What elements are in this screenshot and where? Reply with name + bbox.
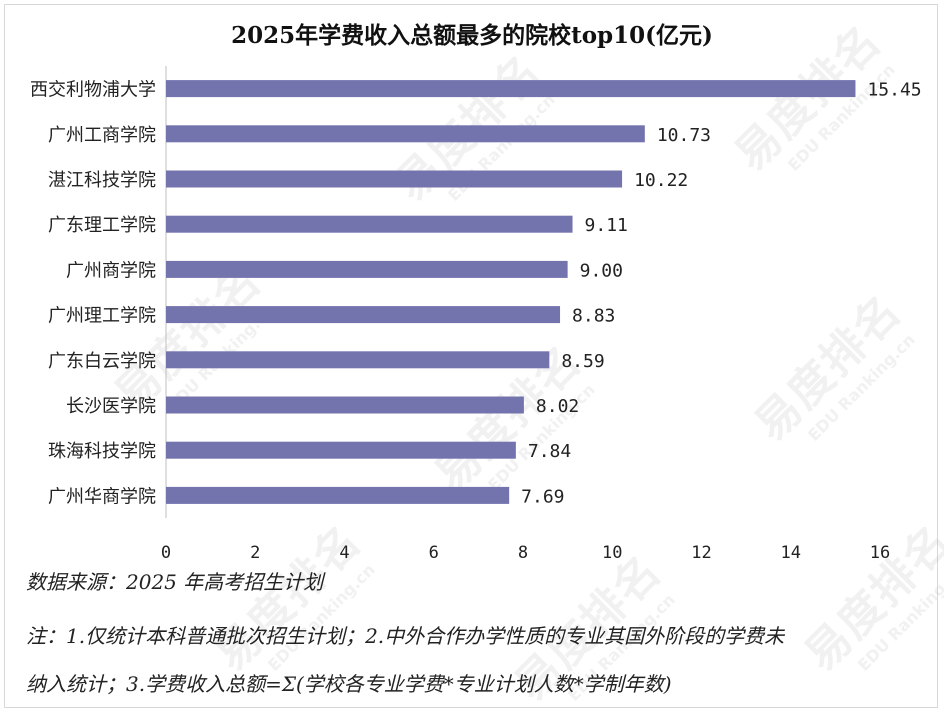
value-label: 7.69 xyxy=(521,486,564,507)
bar xyxy=(166,125,645,143)
category-label: 广州商学院 xyxy=(66,260,156,281)
value-label: 15.45 xyxy=(867,80,921,101)
x-tick-label: 16 xyxy=(870,543,890,563)
x-tick-label: 6 xyxy=(429,543,439,563)
x-tick-label: 10 xyxy=(602,543,622,563)
bar xyxy=(166,80,856,98)
category-label: 长沙医学院 xyxy=(66,396,156,417)
x-tick-label: 8 xyxy=(518,543,528,563)
value-label: 10.73 xyxy=(657,125,711,146)
value-label: 9.11 xyxy=(585,215,628,236)
bar xyxy=(166,486,510,504)
bar xyxy=(166,351,550,369)
bar xyxy=(166,306,561,324)
category-label: 广州理工学院 xyxy=(48,306,156,327)
footnote-line-2: 纳入统计；3.学费收入总额=Σ(学校各专业学费*专业计划人数*学制年数) xyxy=(26,672,672,696)
category-label: 广州华商学院 xyxy=(48,486,156,507)
x-tick-label: 0 xyxy=(161,543,171,563)
category-label: 广州工商学院 xyxy=(48,125,156,146)
value-label: 8.59 xyxy=(561,351,604,372)
value-label: 9.00 xyxy=(580,260,623,281)
category-label: 湛江科技学院 xyxy=(48,170,156,191)
bar xyxy=(166,215,573,233)
x-tick-label: 12 xyxy=(691,543,711,563)
bar xyxy=(166,170,623,188)
source-note: 数据来源：2025 年高考招生计划 xyxy=(26,570,324,594)
footnote-line-1: 注：1.仅统计本科普通批次招生计划；2.中外合作办学性质的专业其国外阶段的学费未 xyxy=(26,624,785,648)
value-label: 8.83 xyxy=(572,306,615,327)
category-label: 广东理工学院 xyxy=(48,215,156,236)
value-label: 8.02 xyxy=(536,396,579,417)
x-tick-label: 2 xyxy=(250,543,260,563)
bar xyxy=(166,396,524,414)
value-label: 10.22 xyxy=(634,170,688,191)
category-label: 珠海科技学院 xyxy=(48,441,156,462)
x-tick-label: 14 xyxy=(781,543,801,563)
bar xyxy=(166,441,516,459)
chart-frame xyxy=(4,4,938,708)
value-label: 7.84 xyxy=(528,441,571,462)
x-tick-label: 4 xyxy=(339,543,349,563)
category-label: 广东白云学院 xyxy=(48,351,156,372)
category-label: 西交利物浦大学 xyxy=(30,80,156,101)
bar xyxy=(166,260,568,278)
chart-title: 2025年学费收入总额最多的院校top10(亿元) xyxy=(231,22,713,49)
